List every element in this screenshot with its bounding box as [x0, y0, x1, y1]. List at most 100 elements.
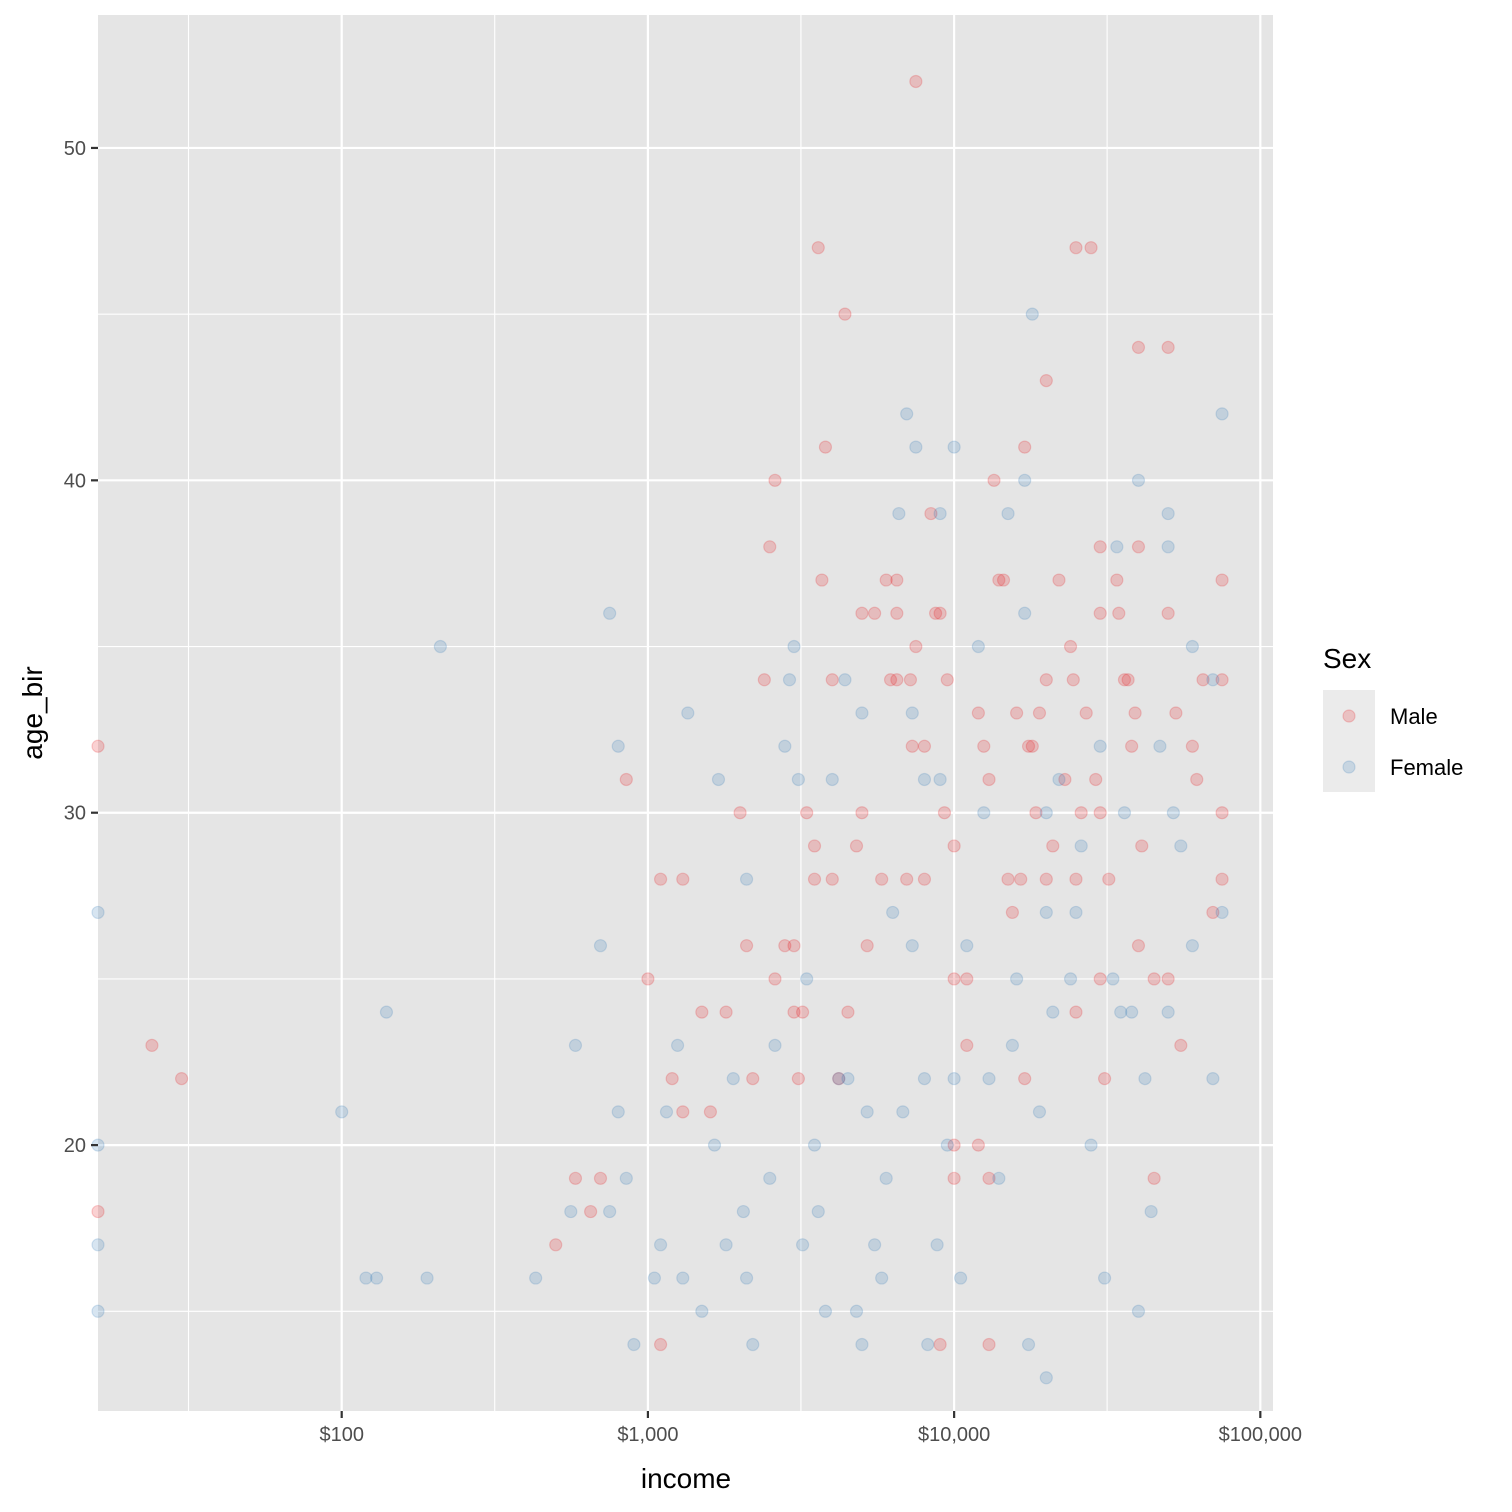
point-male — [947, 1138, 961, 1152]
point-male — [1128, 706, 1142, 720]
point-female — [1032, 1105, 1047, 1119]
point-female — [593, 939, 608, 953]
point-male — [982, 772, 996, 787]
point-female — [855, 1337, 869, 1352]
point-male — [1093, 540, 1107, 554]
y-tick-label: 20 — [64, 1135, 86, 1157]
point-male — [695, 1005, 709, 1019]
point-male — [1039, 872, 1053, 886]
point-male — [1093, 806, 1107, 820]
point-male — [787, 939, 801, 953]
point-male — [909, 74, 923, 89]
point-male — [982, 1171, 996, 1185]
point-male — [900, 872, 914, 886]
point-male — [1161, 606, 1175, 620]
point-female — [711, 772, 726, 787]
point-female — [359, 1271, 373, 1285]
point-male — [909, 639, 923, 654]
point-male — [746, 1072, 760, 1086]
point-male — [1131, 939, 1146, 953]
point-female — [603, 1204, 617, 1219]
point-male — [818, 440, 833, 454]
point-female — [1084, 1138, 1098, 1152]
point-male — [947, 972, 961, 986]
point-male — [1039, 374, 1053, 388]
point-female — [940, 1138, 954, 1152]
point-male — [1117, 673, 1132, 687]
point-male — [879, 573, 893, 587]
point-male — [917, 739, 932, 753]
point-male — [940, 673, 954, 687]
point-female — [1018, 473, 1032, 487]
point-female — [746, 1337, 760, 1352]
point-male — [1215, 872, 1229, 886]
point-female — [1206, 1072, 1220, 1086]
point-male — [1058, 772, 1072, 787]
point-male — [739, 939, 754, 953]
point-male — [807, 839, 822, 853]
point-male — [800, 806, 814, 820]
point-male — [1093, 606, 1107, 620]
point-male — [1089, 772, 1103, 787]
point-female — [1001, 506, 1015, 521]
point-female — [879, 1171, 893, 1185]
point-male — [1161, 972, 1175, 986]
point-male — [549, 1238, 563, 1252]
point-male — [703, 1105, 718, 1119]
point-male — [791, 1072, 805, 1086]
point-female — [1052, 772, 1066, 787]
point-male — [1018, 1072, 1032, 1086]
point-male — [763, 540, 777, 554]
point-female — [849, 1304, 864, 1318]
legend: Sex Male Female — [1323, 643, 1463, 792]
point-male — [1196, 673, 1210, 687]
point-female — [917, 772, 932, 787]
point-male — [937, 806, 952, 820]
point-female — [800, 972, 814, 986]
point-female — [778, 739, 792, 753]
point-female — [1093, 739, 1107, 753]
point-female — [1131, 1304, 1146, 1318]
point-male — [1185, 739, 1199, 753]
point-female — [782, 673, 797, 687]
point-female — [726, 1072, 740, 1086]
point-female — [379, 1005, 394, 1019]
point-female — [930, 1238, 944, 1252]
point-female — [1039, 1371, 1053, 1385]
point-male — [825, 673, 839, 687]
point-female — [977, 806, 991, 820]
point-female — [1039, 905, 1053, 920]
point-female — [886, 905, 900, 920]
point-female — [1185, 939, 1199, 953]
point-female — [1161, 506, 1175, 521]
x-tick-label: $100,000 — [1219, 1424, 1302, 1446]
point-male — [1161, 340, 1175, 354]
point-male — [1066, 673, 1080, 687]
point-female — [1185, 639, 1199, 654]
point-male — [977, 739, 991, 753]
point-male — [1097, 1072, 1112, 1086]
point-male — [1069, 241, 1083, 255]
point-male — [1131, 340, 1146, 354]
point-female — [960, 939, 974, 953]
point-male — [795, 1005, 810, 1019]
point-male — [1001, 872, 1015, 886]
point-male — [787, 1005, 801, 1019]
point-female — [670, 1038, 685, 1052]
legend-key-background — [1323, 690, 1375, 792]
point-male — [1131, 540, 1146, 554]
point-male — [653, 872, 668, 886]
point-male — [91, 739, 105, 753]
point-female — [1153, 739, 1167, 753]
legend-key-female — [1342, 760, 1356, 774]
point-female — [91, 1304, 105, 1318]
point-female — [1069, 905, 1083, 920]
point-male — [875, 872, 889, 886]
legend-label-female: Female — [1390, 755, 1463, 780]
point-male — [733, 806, 747, 820]
point-female — [1005, 1038, 1019, 1052]
point-male — [807, 872, 822, 886]
legend-key-male — [1342, 709, 1356, 723]
point-female — [433, 639, 447, 654]
point-female — [1110, 540, 1124, 554]
